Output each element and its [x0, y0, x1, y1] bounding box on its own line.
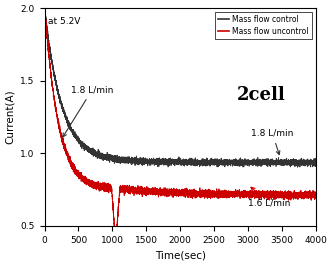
Mass flow control	[295, 166, 299, 169]
Mass flow uncontrol	[203, 195, 207, 198]
Mass flow uncontrol	[42, 2, 46, 6]
Mass flow uncontrol	[42, 2, 46, 6]
Mass flow uncontrol	[215, 192, 219, 195]
Mass flow control	[244, 160, 248, 163]
Y-axis label: Current(A): Current(A)	[5, 90, 15, 144]
Mass flow control	[258, 158, 262, 161]
Mass flow uncontrol	[141, 186, 145, 189]
Mass flow control	[56, 92, 60, 96]
Mass flow uncontrol	[56, 122, 60, 125]
Mass flow control	[314, 160, 318, 163]
Text: at 5.2V: at 5.2V	[48, 17, 81, 26]
Text: 1.6 L/min: 1.6 L/min	[248, 187, 290, 208]
Mass flow control	[203, 160, 207, 164]
Legend: Mass flow control, Mass flow uncontrol: Mass flow control, Mass flow uncontrol	[215, 12, 312, 39]
Mass flow control	[215, 158, 219, 161]
Mass flow uncontrol	[114, 242, 118, 246]
Mass flow uncontrol	[244, 193, 248, 196]
Mass flow uncontrol	[314, 195, 318, 198]
Text: 2cell: 2cell	[237, 86, 286, 104]
Text: 1.8 L/min: 1.8 L/min	[63, 85, 113, 137]
X-axis label: Time(sec): Time(sec)	[155, 250, 206, 260]
Line: Mass flow control: Mass flow control	[44, 5, 316, 167]
Text: 1.8 L/min: 1.8 L/min	[251, 129, 294, 154]
Line: Mass flow uncontrol: Mass flow uncontrol	[44, 4, 316, 244]
Mass flow control	[141, 162, 145, 165]
Mass flow control	[42, 4, 46, 7]
Mass flow uncontrol	[258, 193, 262, 197]
